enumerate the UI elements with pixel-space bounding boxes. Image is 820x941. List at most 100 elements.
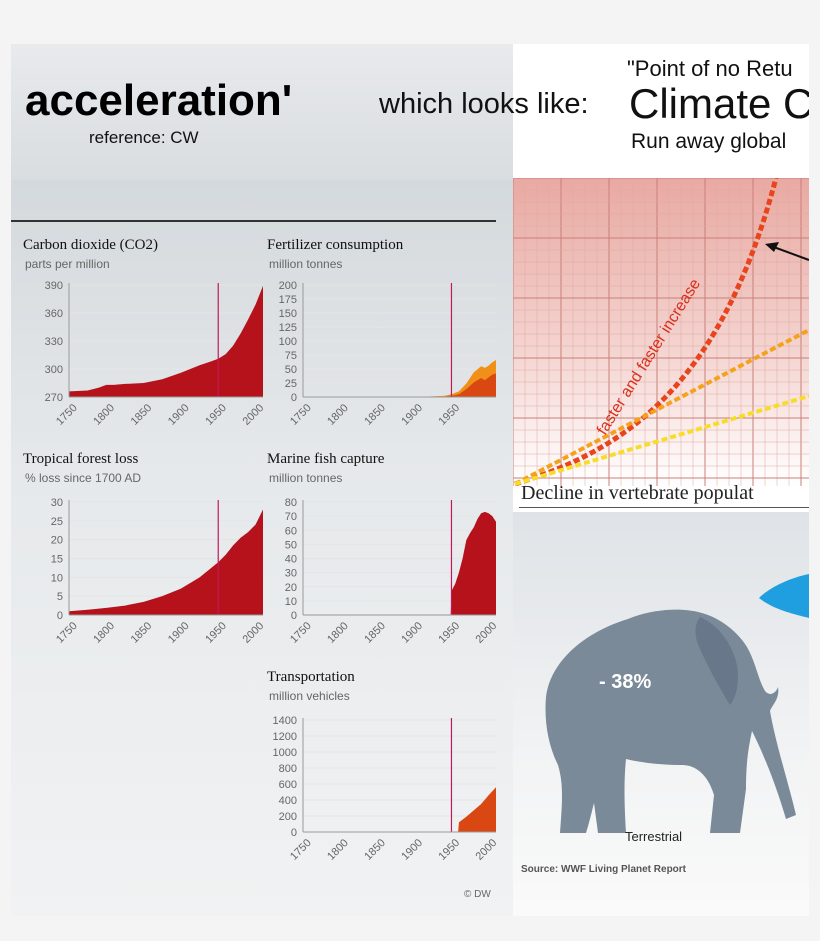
- arrow-line: [770, 245, 809, 261]
- x-tick-label: 1800: [325, 837, 351, 863]
- terrestrial-label: Terrestrial: [625, 829, 683, 844]
- x-tick-label: 2000: [241, 402, 267, 428]
- x-tick-label: 1800: [325, 620, 351, 646]
- divider-rule: [11, 220, 496, 222]
- y-tick-label: 5: [57, 591, 63, 603]
- x-tick-label: 1950: [436, 402, 462, 428]
- y-tick-label: 0: [291, 392, 297, 404]
- reference-text: reference: CW: [89, 128, 199, 147]
- y-tick-label: 1400: [273, 715, 297, 727]
- chart-unit: million vehicles: [269, 689, 350, 703]
- chart-title: Marine fish capture: [267, 451, 385, 467]
- x-tick-label: 1850: [129, 402, 155, 428]
- run-away-text: Run away global: [631, 130, 787, 153]
- y-tick-label: 0: [291, 610, 297, 622]
- y-tick-label: 1000: [273, 747, 297, 759]
- co2-chart: Carbon dioxide (CO2) parts per million 2…: [23, 237, 267, 437]
- y-tick-label: 330: [45, 336, 63, 348]
- x-tick-label: 1750: [288, 402, 314, 428]
- x-tick-label: 1900: [399, 402, 425, 428]
- y-tick-label: 175: [279, 294, 297, 306]
- which-looks-like-text: which looks like:: [379, 88, 589, 120]
- x-tick-label: 2000: [241, 620, 267, 646]
- y-tick-label: 800: [279, 763, 297, 775]
- y-tick-label: 30: [51, 497, 63, 509]
- y-tick-label: 75: [285, 350, 297, 362]
- fertilizer-chart: Fertilizer consumption million tonnes 0 2…: [267, 237, 507, 437]
- source-text: Source: WWF Living Planet Report: [521, 864, 687, 875]
- series-slow-line: [514, 394, 809, 486]
- y-tick-label: 0: [291, 827, 297, 839]
- chart-plot: 270 300 330 360 390 1750 1800 1850 1900 1950 2000: [45, 280, 267, 428]
- y-tick-label: 1200: [273, 731, 297, 743]
- x-tick-label: 1900: [399, 620, 425, 646]
- y-tick-label: 150: [279, 308, 297, 320]
- y-tick-label: 30: [285, 568, 297, 580]
- x-tick-label: 2000: [474, 837, 500, 863]
- x-tick-label: 1750: [288, 620, 314, 646]
- x-tick-label: 1750: [288, 837, 314, 863]
- arrow-head: [765, 242, 779, 252]
- fish-icon: [759, 574, 809, 618]
- y-tick-label: 270: [45, 392, 63, 404]
- y-tick-label: 200: [279, 280, 297, 292]
- x-tick-label: 1750: [54, 402, 80, 428]
- chart-plot: 0 5 10 15 20 25 30 1750 1800 1850 1900 1950 2000: [51, 497, 267, 646]
- chart-plot: 0 25 50 75 100 125 150 175 200 1750 1800 1850 1900 19…: [279, 280, 496, 428]
- y-tick-label: 15: [51, 554, 63, 566]
- chart-plot: 0 10 20 30 40 50 60 70 80 1750 1800 1850 1900 1950 200…: [285, 497, 500, 646]
- series-fast-curve: [514, 178, 779, 486]
- y-tick-label: 600: [279, 779, 297, 791]
- chart-plot: 0 200 400 600 800 1000 1200 1400 1750 1800 1850 190…: [273, 715, 500, 863]
- x-tick-label: 1900: [399, 837, 425, 863]
- x-tick-label: 1850: [362, 620, 388, 646]
- y-tick-label: 80: [285, 497, 297, 509]
- chart-title: Transportation: [267, 669, 355, 685]
- x-tick-label: 1800: [91, 620, 117, 646]
- climate-graph: faster and faster increase: [513, 178, 809, 486]
- x-tick-label: 1850: [129, 620, 155, 646]
- series-area: [303, 373, 496, 397]
- y-tick-label: 300: [45, 364, 63, 376]
- x-tick-label: 1950: [203, 402, 229, 428]
- acceleration-title: acceleration': [25, 76, 293, 125]
- x-tick-label: 1800: [325, 402, 351, 428]
- y-tick-label: 125: [279, 322, 297, 334]
- y-tick-label: 25: [51, 516, 63, 528]
- dw-copyright: © DW: [464, 889, 491, 900]
- x-tick-label: 1950: [436, 620, 462, 646]
- y-tick-label: 70: [285, 511, 297, 523]
- y-tick-label: 360: [45, 308, 63, 320]
- x-tick-label: 1900: [166, 402, 192, 428]
- x-tick-label: 1800: [91, 402, 117, 428]
- series-area: [303, 511, 496, 615]
- x-tick-label: 1850: [362, 837, 388, 863]
- y-tick-label: 390: [45, 280, 63, 292]
- x-tick-label: 1950: [436, 837, 462, 863]
- x-tick-label: 1850: [362, 402, 388, 428]
- fish-capture-chart: Marine fish capture million tonnes 0 10 20…: [267, 451, 507, 651]
- y-tick-label: 0: [57, 610, 63, 622]
- chart-title: Tropical forest loss: [23, 451, 139, 467]
- climate-heading: Climate C: [629, 80, 809, 127]
- y-tick-label: 50: [285, 364, 297, 376]
- y-tick-label: 100: [279, 336, 297, 348]
- series-area: [69, 509, 263, 615]
- chart-title: Fertilizer consumption: [267, 237, 404, 253]
- x-tick-label: 2000: [474, 620, 500, 646]
- percent-decline: - 38%: [599, 671, 652, 693]
- chart-unit: parts per million: [25, 257, 110, 271]
- chart-unit: million tonnes: [269, 471, 343, 485]
- x-tick-label: 1900: [166, 620, 192, 646]
- transportation-chart: Transportation million vehicles 0 200 400 6…: [267, 669, 507, 869]
- y-tick-label: 40: [285, 554, 297, 566]
- y-tick-label: 60: [285, 525, 297, 537]
- decline-rule: [519, 507, 809, 508]
- y-tick-label: 20: [51, 535, 63, 547]
- y-tick-label: 50: [285, 539, 297, 551]
- left-header: [11, 44, 513, 180]
- elephant-icon: [545, 609, 796, 833]
- x-tick-label: 1750: [54, 620, 80, 646]
- series-medium-line: [514, 328, 809, 486]
- series-area: [69, 285, 263, 397]
